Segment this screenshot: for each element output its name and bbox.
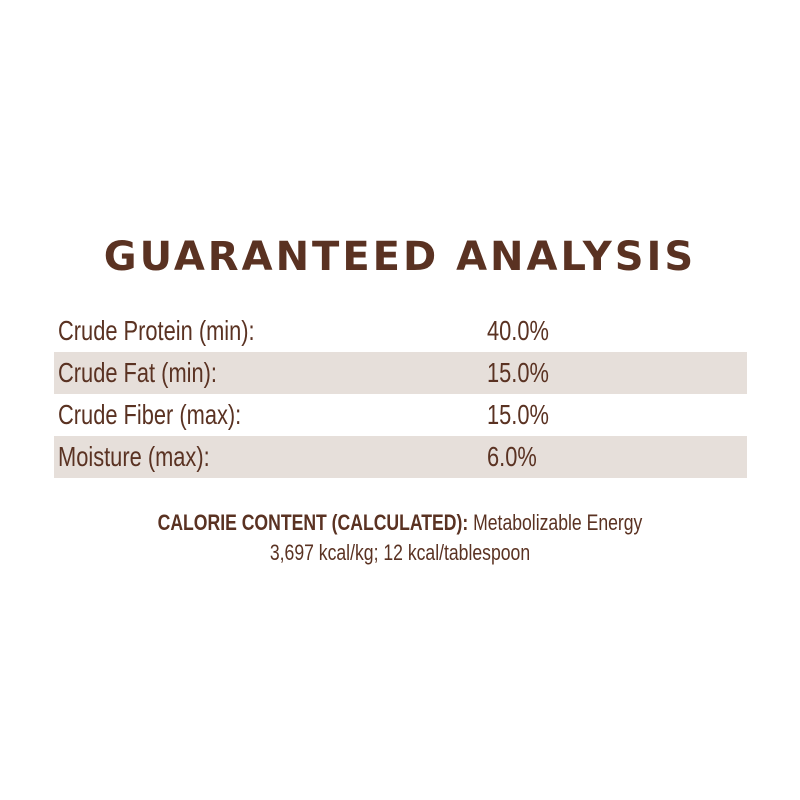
table-row: Crude Protein (min): 40.0% xyxy=(54,310,747,352)
row-value: 40.0% xyxy=(487,315,549,346)
calorie-line-2: 3,697 kcal/kg; 12 kcal/tablespoon xyxy=(269,540,531,565)
analysis-table: Crude Protein (min): 40.0% Crude Fat (mi… xyxy=(54,310,747,478)
row-label: Crude Fiber (max): xyxy=(58,399,242,430)
calorie-text: Metabolizable Energy xyxy=(473,510,643,535)
row-value: 15.0% xyxy=(487,357,549,388)
page-title: GUARANTEED ANALYSIS xyxy=(103,234,697,280)
calorie-heading: CALORIE CONTENT (CALCULATED): xyxy=(157,510,469,535)
row-label: Crude Fat (min): xyxy=(58,357,217,388)
calorie-line-1: CALORIE CONTENT (CALCULATED): Metaboliza… xyxy=(80,508,720,538)
row-label: Moisture (max): xyxy=(58,441,210,472)
table-row: Moisture (max): 6.0% xyxy=(54,436,747,478)
table-row: Crude Fiber (max): 15.0% xyxy=(54,394,747,436)
row-value: 6.0% xyxy=(487,441,537,472)
table-row: Crude Fat (min): 15.0% xyxy=(54,352,747,394)
calorie-content: CALORIE CONTENT (CALCULATED): Metaboliza… xyxy=(0,508,800,568)
row-value: 15.0% xyxy=(487,399,549,430)
row-label: Crude Protein (min): xyxy=(58,315,255,346)
